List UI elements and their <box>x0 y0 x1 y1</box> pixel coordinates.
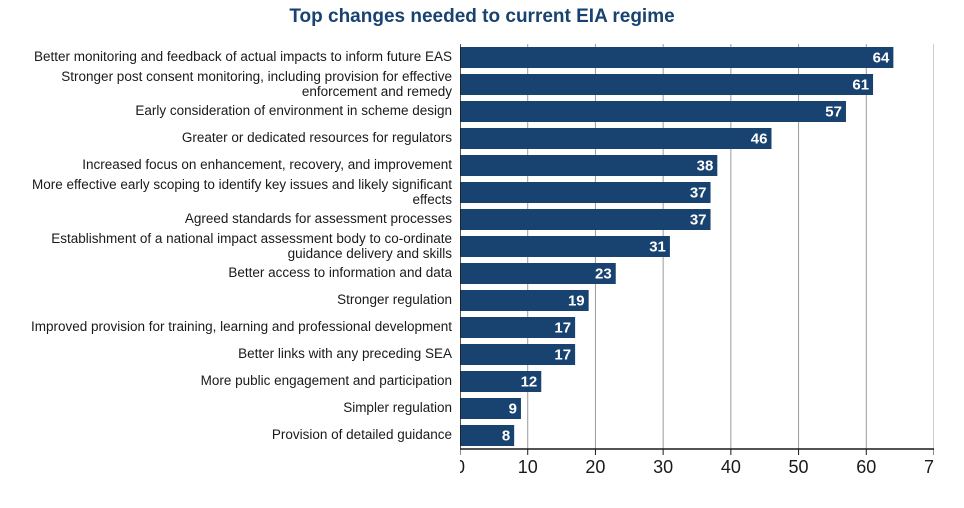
bar <box>460 263 616 284</box>
bar-value-label: 23 <box>595 266 612 283</box>
bar <box>460 182 711 203</box>
bar-value-label: 31 <box>649 239 666 256</box>
x-tick-label: 10 <box>518 457 538 477</box>
y-axis-label: Greater or dedicated resources for regul… <box>0 125 452 152</box>
y-axis-label: Better links with any preceding SEA <box>0 341 452 368</box>
x-tick-label: 30 <box>653 457 673 477</box>
x-tick-labels: 0 10 20 30 40 50 60 70 <box>460 457 934 477</box>
y-axis-label: Early consideration of environment in sc… <box>0 98 452 125</box>
bar-value-label: 37 <box>690 185 707 202</box>
bar-value-label: 9 <box>509 401 517 418</box>
bar-value-label: 38 <box>697 158 714 175</box>
y-axis-label: Increased focus on enhancement, recovery… <box>0 152 452 179</box>
bar <box>460 236 670 257</box>
bar <box>460 101 846 122</box>
bar <box>460 47 893 68</box>
bars-group: 6461 57 46 38 37 37 31 23 19 17 17 129 8 <box>460 47 893 446</box>
bar <box>460 74 873 95</box>
y-axis-labels: Better monitoring and feedback of actual… <box>0 44 452 449</box>
bar-value-label: 64 <box>873 50 890 67</box>
y-axis-label: Stronger post consent monitoring, includ… <box>0 71 452 98</box>
bar-value-label: 61 <box>852 77 869 94</box>
y-axis-label: Provision of detailed guidance <box>0 422 452 449</box>
bar-value-label: 57 <box>825 104 842 121</box>
y-axis-label: More effective early scoping to identify… <box>0 179 452 206</box>
chart-title: Top changes needed to current EIA regime <box>0 0 964 38</box>
y-axis-label: Agreed standards for assessment processe… <box>0 206 452 233</box>
chart-container: Top changes needed to current EIA regime… <box>0 0 964 508</box>
bar <box>460 155 717 176</box>
y-axis-label: Establishment of a national impact asses… <box>0 233 452 260</box>
y-axis-label: Better access to information and data <box>0 260 452 287</box>
y-axis-label: Stronger regulation <box>0 287 452 314</box>
bar-value-label: 17 <box>554 320 571 337</box>
x-tick-label: 40 <box>721 457 741 477</box>
plot-area: 6461 57 46 38 37 37 31 23 19 17 17 129 8 0 10 20 30 40 50… <box>460 44 934 479</box>
bar-value-label: 12 <box>521 374 538 391</box>
bar <box>460 128 771 149</box>
bar-value-label: 17 <box>554 347 571 364</box>
y-axis-label: Improved provision for training, learnin… <box>0 314 452 341</box>
x-tick-label: 70 <box>924 457 934 477</box>
bar-value-label: 37 <box>690 212 707 229</box>
x-tick-label: 60 <box>856 457 876 477</box>
y-axis-label: Better monitoring and feedback of actual… <box>0 44 452 71</box>
x-tick-label: 0 <box>460 457 465 477</box>
bar <box>460 209 711 230</box>
x-tick-label: 50 <box>789 457 809 477</box>
bar-value-label: 19 <box>568 293 585 310</box>
bar-value-label: 8 <box>502 428 510 445</box>
y-axis-label: Simpler regulation <box>0 395 452 422</box>
x-tick-label: 20 <box>585 457 605 477</box>
y-axis-label: More public engagement and participation <box>0 368 452 395</box>
bar-value-label: 46 <box>751 131 768 148</box>
